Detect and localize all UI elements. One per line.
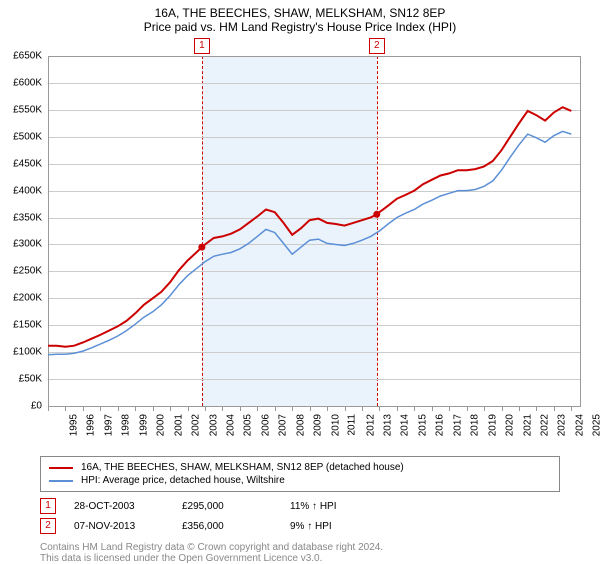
event-date: 07-NOV-2013 xyxy=(74,521,164,532)
event-price: £356,000 xyxy=(182,521,272,532)
legend: 16A, THE BEECHES, SHAW, MELKSHAM, SN12 8… xyxy=(40,456,560,492)
y-tick-label: £300K xyxy=(2,239,42,250)
x-tick-label: 2015 xyxy=(417,414,428,436)
legend-label: HPI: Average price, detached house, Wilt… xyxy=(81,475,285,486)
footer: Contains HM Land Registry data © Crown c… xyxy=(40,542,560,564)
sale-flag: 2 xyxy=(369,38,385,54)
x-tick-label: 2003 xyxy=(208,414,219,436)
x-tick-label: 2017 xyxy=(452,414,463,436)
y-tick-label: £150K xyxy=(2,320,42,331)
x-tick-label: 2008 xyxy=(295,414,306,436)
y-tick-label: £0 xyxy=(2,401,42,412)
x-tick-label: 2025 xyxy=(592,414,600,436)
x-tick-label: 2024 xyxy=(574,414,585,436)
legend-label: 16A, THE BEECHES, SHAW, MELKSHAM, SN12 8… xyxy=(81,462,404,473)
event-delta: 9% ↑ HPI xyxy=(290,521,380,532)
x-tick-label: 2009 xyxy=(312,414,323,436)
footer-line-1: Contains HM Land Registry data © Crown c… xyxy=(40,542,560,553)
event-row: 1 28-OCT-2003 £295,000 11% ↑ HPI xyxy=(40,496,560,516)
x-tick-label: 1997 xyxy=(103,414,114,436)
sale-events: 1 28-OCT-2003 £295,000 11% ↑ HPI 2 07-NOV-201… xyxy=(40,496,560,536)
y-tick-label: £400K xyxy=(2,185,42,196)
legend-swatch xyxy=(49,467,73,469)
x-tick-label: 2010 xyxy=(330,414,341,436)
x-tick-label: 2019 xyxy=(487,414,498,436)
chart-lines xyxy=(48,56,580,406)
y-tick-label: £500K xyxy=(2,131,42,142)
x-tick-label: 2002 xyxy=(190,414,201,436)
y-tick-label: £250K xyxy=(2,266,42,277)
event-delta: 11% ↑ HPI xyxy=(290,501,380,512)
event-row: 2 07-NOV-2013 £356,000 9% ↑ HPI xyxy=(40,516,560,536)
y-tick-label: £50K xyxy=(2,374,42,385)
price-chart: £0£50K£100K£150K£200K£250K£300K£350K£400… xyxy=(48,56,588,450)
sale-dot xyxy=(198,244,205,251)
x-tick-label: 2006 xyxy=(260,414,271,436)
x-tick-label: 2014 xyxy=(400,414,411,436)
event-marker: 2 xyxy=(40,518,56,534)
x-tick-label: 2020 xyxy=(504,414,515,436)
x-tick-label: 2023 xyxy=(557,414,568,436)
x-tick-label: 2001 xyxy=(173,414,184,436)
x-tick-label: 2021 xyxy=(522,414,533,436)
y-tick-label: £650K xyxy=(2,51,42,62)
y-tick-label: £100K xyxy=(2,347,42,358)
series-price_paid xyxy=(48,107,571,347)
y-tick-label: £600K xyxy=(2,77,42,88)
y-tick-label: £550K xyxy=(2,104,42,115)
x-tick-label: 1998 xyxy=(121,414,132,436)
page-title: 16A, THE BEECHES, SHAW, MELKSHAM, SN12 8… xyxy=(0,0,600,20)
legend-swatch xyxy=(49,480,73,482)
x-tick-label: 2005 xyxy=(243,414,254,436)
event-date: 28-OCT-2003 xyxy=(74,501,164,512)
footer-line-2: This data is licensed under the Open Gov… xyxy=(40,553,560,564)
y-tick-label: £200K xyxy=(2,293,42,304)
x-tick-label: 2007 xyxy=(278,414,289,436)
x-tick-label: 2000 xyxy=(155,414,166,436)
x-tick-label: 2018 xyxy=(469,414,480,436)
y-tick-label: £450K xyxy=(2,158,42,169)
x-tick-label: 2022 xyxy=(539,414,550,436)
x-tick-label: 2013 xyxy=(382,414,393,436)
sale-dot xyxy=(373,211,380,218)
y-tick-label: £350K xyxy=(2,212,42,223)
page-subtitle: Price paid vs. HM Land Registry's House … xyxy=(0,20,600,38)
x-tick-label: 2004 xyxy=(225,414,236,436)
x-tick-label: 1996 xyxy=(86,414,97,436)
event-price: £295,000 xyxy=(182,501,272,512)
x-tick-label: 2012 xyxy=(365,414,376,436)
legend-item: HPI: Average price, detached house, Wilt… xyxy=(49,474,551,487)
x-tick-label: 1995 xyxy=(68,414,79,436)
event-marker: 1 xyxy=(40,498,56,514)
sale-flag: 1 xyxy=(194,38,210,54)
x-tick-label: 2016 xyxy=(435,414,446,436)
legend-item: 16A, THE BEECHES, SHAW, MELKSHAM, SN12 8… xyxy=(49,461,551,474)
x-tick-label: 2011 xyxy=(347,414,358,436)
x-tick-label: 1999 xyxy=(138,414,149,436)
